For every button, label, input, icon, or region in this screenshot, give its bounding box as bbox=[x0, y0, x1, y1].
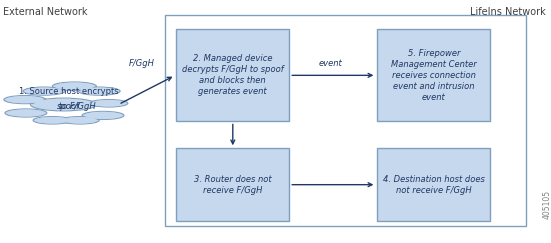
Ellipse shape bbox=[6, 96, 44, 103]
Ellipse shape bbox=[4, 95, 46, 104]
Text: 4. Destination host does
not receive F/GgH: 4. Destination host does not receive F/G… bbox=[383, 175, 485, 195]
FancyBboxPatch shape bbox=[176, 148, 289, 221]
Ellipse shape bbox=[7, 109, 45, 117]
Ellipse shape bbox=[80, 87, 118, 95]
Ellipse shape bbox=[78, 87, 120, 95]
Ellipse shape bbox=[84, 112, 122, 119]
Ellipse shape bbox=[23, 87, 65, 95]
Text: External Network: External Network bbox=[3, 7, 87, 17]
Ellipse shape bbox=[91, 100, 126, 107]
Text: 1. Source host encrypts: 1. Source host encrypts bbox=[19, 87, 118, 96]
Text: LifeIns Network: LifeIns Network bbox=[470, 7, 545, 17]
Ellipse shape bbox=[55, 82, 94, 90]
Ellipse shape bbox=[35, 117, 69, 124]
Text: to F/GgH: to F/GgH bbox=[42, 102, 95, 112]
Text: F/GgH: F/GgH bbox=[129, 59, 155, 68]
Ellipse shape bbox=[25, 87, 63, 95]
Ellipse shape bbox=[61, 117, 99, 124]
Text: 3. Router does not
receive F/GgH: 3. Router does not receive F/GgH bbox=[194, 175, 272, 195]
Ellipse shape bbox=[62, 117, 98, 124]
Text: 5. Firepower
Management Center
receives connection
event and intrusion
event: 5. Firepower Management Center receives … bbox=[391, 49, 477, 102]
Text: event: event bbox=[318, 59, 343, 68]
Ellipse shape bbox=[5, 109, 47, 117]
Ellipse shape bbox=[82, 111, 124, 120]
Ellipse shape bbox=[30, 98, 96, 111]
Text: 405105: 405105 bbox=[543, 190, 551, 219]
Ellipse shape bbox=[52, 82, 96, 91]
Ellipse shape bbox=[34, 99, 93, 110]
Ellipse shape bbox=[33, 117, 72, 124]
FancyBboxPatch shape bbox=[377, 148, 490, 221]
Text: 2. Managed device
decrypts F/GgH to spoof
and blocks then
generates event: 2. Managed device decrypts F/GgH to spoo… bbox=[182, 54, 284, 96]
Text: spoof: spoof bbox=[57, 102, 80, 112]
FancyBboxPatch shape bbox=[377, 29, 490, 122]
Ellipse shape bbox=[89, 100, 128, 107]
FancyBboxPatch shape bbox=[165, 15, 526, 226]
FancyBboxPatch shape bbox=[176, 29, 289, 122]
